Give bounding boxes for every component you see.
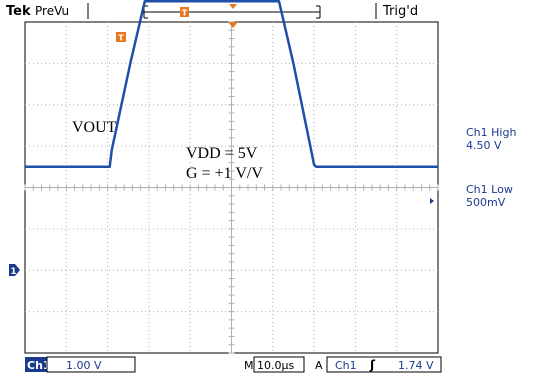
signal-label: VOUT <box>72 119 117 136</box>
trigger-position-marker: T <box>116 32 126 43</box>
record-center-marker <box>229 4 237 9</box>
condition-vdd: VDD = 5V <box>186 145 258 162</box>
footer-trigger-box <box>326 356 442 373</box>
ch1-high-label: Ch1 High <box>466 126 516 139</box>
footer-trigger-slope-icon: ʃ <box>369 358 376 372</box>
record-preview-bar <box>143 5 321 19</box>
ch1-level-marker <box>430 198 434 204</box>
footer-bar: Ch1 1.00 V M 10.0µs A Ch1 ʃ 1.74 V <box>25 356 442 373</box>
footer-trigger-prefix: A <box>315 359 323 372</box>
trigger-status: Trig'd <box>382 4 418 19</box>
svg-text:1: 1 <box>10 267 16 277</box>
footer-volts-per-div: 1.00 V <box>66 359 102 372</box>
brand-label: Tek <box>6 4 31 19</box>
trigger-time-marker <box>228 22 238 28</box>
footer-channel: Ch1 <box>27 359 51 372</box>
footer-time-box <box>253 356 305 373</box>
footer-trigger-channel: Ch1 <box>335 359 357 372</box>
footer-time-prefix: M <box>244 359 254 372</box>
footer-channel-badge <box>25 357 47 372</box>
ch1-high-value: 4.50 V <box>466 139 502 152</box>
record-trigger-marker: T <box>180 7 189 18</box>
ch1-low-label: Ch1 Low <box>466 183 513 196</box>
footer-time-per-div: 10.0µs <box>257 359 294 372</box>
graticule-grid <box>24 21 439 354</box>
condition-gain: G = +1 V/V <box>186 165 263 182</box>
vout-trace <box>25 0 438 169</box>
mode-label: PreVu <box>35 4 69 18</box>
svg-text:T: T <box>182 9 188 18</box>
ch1-low-value: 500mV <box>466 196 506 209</box>
footer-trigger-level: 1.74 V <box>398 359 434 372</box>
footer-volts-box <box>46 356 136 373</box>
svg-text:T: T <box>118 34 124 43</box>
ch1-ground-marker: 1 <box>9 264 20 277</box>
